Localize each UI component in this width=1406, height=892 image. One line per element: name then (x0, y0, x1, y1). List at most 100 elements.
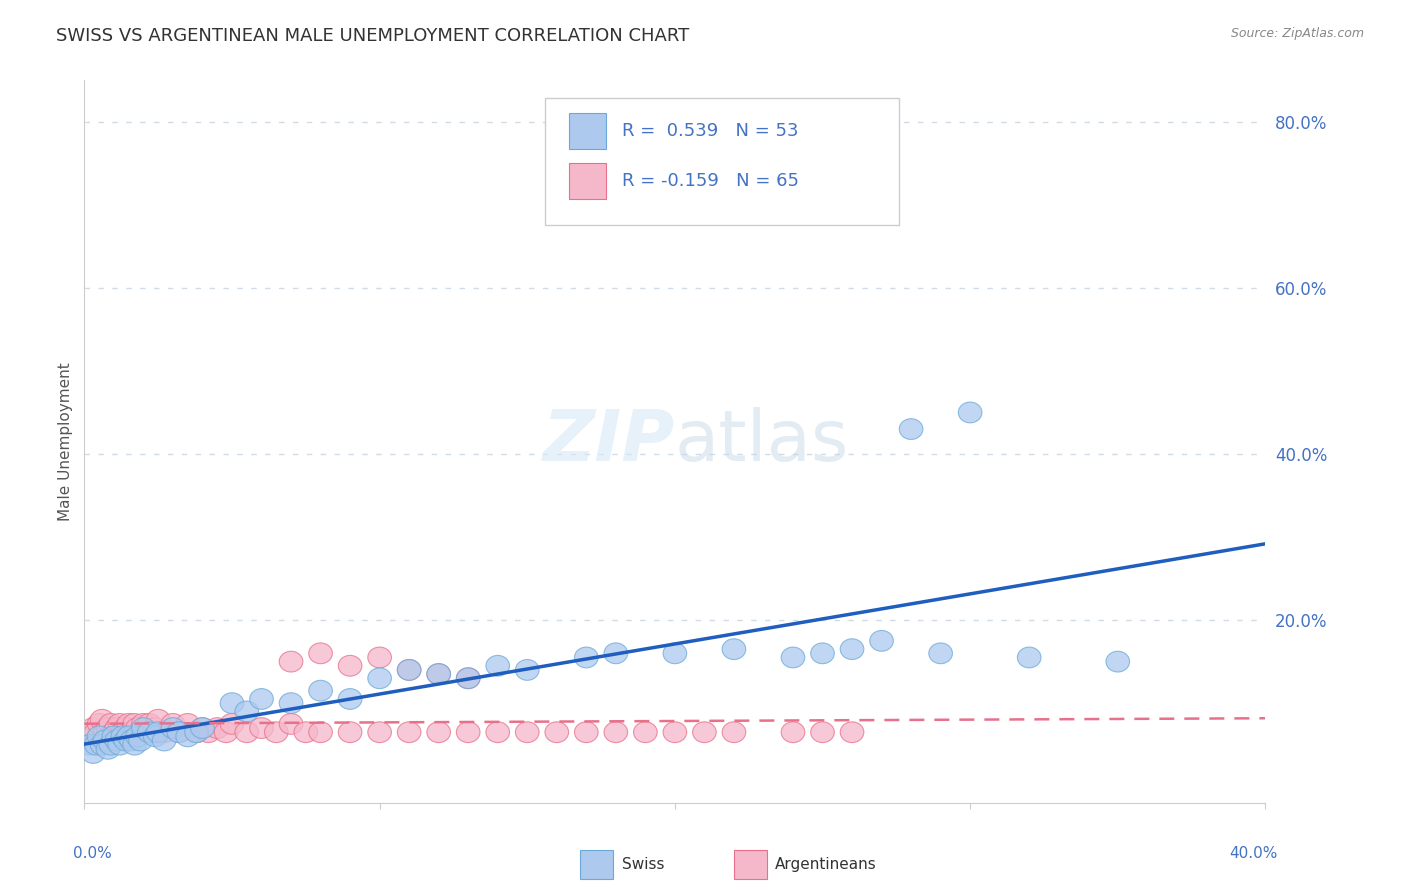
Ellipse shape (811, 722, 834, 742)
Ellipse shape (84, 734, 108, 755)
FancyBboxPatch shape (546, 98, 900, 225)
Ellipse shape (138, 722, 162, 742)
Ellipse shape (125, 726, 149, 747)
Ellipse shape (723, 639, 745, 659)
Ellipse shape (82, 718, 105, 739)
Ellipse shape (457, 668, 479, 689)
Ellipse shape (221, 693, 243, 714)
FancyBboxPatch shape (734, 850, 768, 879)
Ellipse shape (280, 693, 302, 714)
Ellipse shape (98, 734, 122, 755)
Ellipse shape (79, 734, 103, 755)
Ellipse shape (129, 722, 152, 742)
Ellipse shape (141, 722, 165, 742)
Ellipse shape (339, 656, 361, 676)
Ellipse shape (98, 714, 122, 734)
Ellipse shape (96, 718, 120, 739)
Ellipse shape (575, 722, 598, 742)
Ellipse shape (184, 722, 208, 742)
Ellipse shape (870, 631, 893, 651)
Ellipse shape (900, 418, 922, 440)
Ellipse shape (93, 731, 117, 751)
Ellipse shape (782, 722, 804, 742)
Ellipse shape (723, 722, 745, 742)
Y-axis label: Male Unemployment: Male Unemployment (58, 362, 73, 521)
Text: 40.0%: 40.0% (1229, 847, 1277, 861)
Text: atlas: atlas (675, 407, 849, 476)
Ellipse shape (398, 722, 420, 742)
Text: R = -0.159   N = 65: R = -0.159 N = 65 (621, 172, 799, 190)
Ellipse shape (197, 722, 221, 742)
Ellipse shape (93, 722, 117, 742)
Ellipse shape (108, 734, 132, 755)
Ellipse shape (167, 722, 191, 742)
Ellipse shape (605, 722, 627, 742)
Ellipse shape (184, 722, 208, 742)
Ellipse shape (79, 722, 103, 742)
Ellipse shape (111, 726, 135, 747)
Ellipse shape (280, 714, 302, 734)
Ellipse shape (138, 714, 162, 734)
Text: 0.0%: 0.0% (73, 847, 111, 861)
Ellipse shape (1107, 651, 1129, 672)
Ellipse shape (214, 722, 238, 742)
Ellipse shape (959, 402, 981, 423)
Ellipse shape (132, 714, 155, 734)
Ellipse shape (309, 643, 332, 664)
Ellipse shape (108, 714, 132, 734)
Ellipse shape (235, 722, 259, 742)
Text: R =  0.539   N = 53: R = 0.539 N = 53 (621, 122, 799, 140)
Ellipse shape (605, 643, 627, 664)
Ellipse shape (516, 659, 538, 681)
Ellipse shape (368, 722, 391, 742)
Ellipse shape (841, 639, 863, 659)
Ellipse shape (176, 726, 200, 747)
Ellipse shape (105, 731, 129, 751)
Ellipse shape (294, 722, 318, 742)
Ellipse shape (516, 722, 538, 742)
Ellipse shape (309, 722, 332, 742)
Text: Argentineans: Argentineans (775, 856, 877, 871)
Ellipse shape (457, 668, 479, 689)
Ellipse shape (105, 718, 129, 739)
Ellipse shape (235, 701, 259, 722)
Ellipse shape (146, 722, 170, 742)
Text: Swiss: Swiss (621, 856, 664, 871)
Ellipse shape (143, 718, 167, 739)
Ellipse shape (486, 722, 509, 742)
Ellipse shape (368, 668, 391, 689)
Ellipse shape (309, 681, 332, 701)
Ellipse shape (117, 726, 141, 747)
Ellipse shape (143, 726, 167, 747)
Ellipse shape (664, 643, 686, 664)
Ellipse shape (176, 714, 200, 734)
Ellipse shape (87, 726, 111, 747)
Ellipse shape (250, 718, 273, 739)
Ellipse shape (103, 722, 125, 742)
Ellipse shape (929, 643, 952, 664)
Ellipse shape (264, 722, 288, 742)
FancyBboxPatch shape (581, 850, 613, 879)
Ellipse shape (87, 714, 111, 734)
Ellipse shape (152, 722, 176, 742)
Ellipse shape (111, 722, 135, 742)
Ellipse shape (486, 656, 509, 676)
Ellipse shape (782, 647, 804, 668)
Ellipse shape (811, 643, 834, 664)
Ellipse shape (152, 731, 176, 751)
Ellipse shape (634, 722, 657, 742)
Ellipse shape (117, 714, 141, 734)
Ellipse shape (122, 734, 146, 755)
Ellipse shape (575, 647, 598, 668)
Text: Source: ZipAtlas.com: Source: ZipAtlas.com (1230, 27, 1364, 40)
Ellipse shape (125, 718, 149, 739)
Ellipse shape (84, 722, 108, 742)
Ellipse shape (90, 709, 114, 731)
Ellipse shape (368, 647, 391, 668)
Ellipse shape (339, 689, 361, 709)
Ellipse shape (167, 722, 191, 742)
Ellipse shape (1018, 647, 1040, 668)
Text: SWISS VS ARGENTINEAN MALE UNEMPLOYMENT CORRELATION CHART: SWISS VS ARGENTINEAN MALE UNEMPLOYMENT C… (56, 27, 689, 45)
Ellipse shape (280, 651, 302, 672)
Ellipse shape (398, 659, 420, 681)
